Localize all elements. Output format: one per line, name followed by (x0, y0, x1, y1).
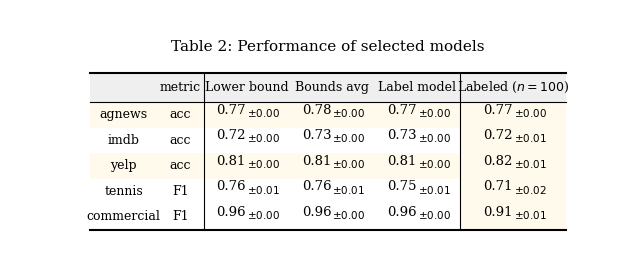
Text: $\pm0.00$: $\pm0.00$ (247, 209, 280, 221)
Text: $\pm0.00$: $\pm0.00$ (247, 132, 280, 144)
Text: $\pm0.01$: $\pm0.01$ (247, 183, 280, 196)
Text: agnews: agnews (99, 108, 148, 121)
Text: Labeled ($n = 100$): Labeled ($n = 100$) (457, 80, 569, 95)
Text: 0.78: 0.78 (302, 104, 332, 117)
Text: tennis: tennis (104, 185, 143, 198)
Text: $\pm0.01$: $\pm0.01$ (513, 158, 547, 170)
Text: Bounds avg: Bounds avg (295, 81, 369, 94)
Text: commercial: commercial (86, 210, 161, 223)
Text: 0.73: 0.73 (302, 129, 332, 142)
Text: $\pm0.00$: $\pm0.00$ (247, 158, 280, 170)
Text: 0.77: 0.77 (387, 104, 417, 117)
Text: 0.71: 0.71 (483, 180, 513, 193)
Bar (90, 102, 566, 128)
Text: $\pm0.00$: $\pm0.00$ (418, 209, 451, 221)
Text: yelp: yelp (110, 160, 137, 173)
Text: Table 2: Performance of selected models: Table 2: Performance of selected models (172, 40, 484, 54)
Bar (90, 153, 566, 179)
Text: $\pm0.01$: $\pm0.01$ (513, 209, 547, 221)
Text: $\pm0.00$: $\pm0.00$ (332, 209, 365, 221)
Text: acc: acc (170, 134, 191, 147)
Text: 0.96: 0.96 (216, 206, 246, 219)
Text: $\pm0.00$: $\pm0.00$ (418, 107, 451, 119)
Text: 0.72: 0.72 (483, 129, 513, 142)
Text: $\pm0.00$: $\pm0.00$ (332, 132, 365, 144)
Bar (460, 128, 566, 153)
Bar (460, 179, 566, 204)
Text: 0.72: 0.72 (216, 129, 246, 142)
Text: imdb: imdb (108, 134, 140, 147)
Bar (90, 73, 566, 102)
Text: F1: F1 (172, 185, 189, 198)
Text: $\pm0.02$: $\pm0.02$ (513, 183, 547, 196)
Text: $\pm0.01$: $\pm0.01$ (418, 183, 451, 196)
Text: $\pm0.00$: $\pm0.00$ (247, 107, 280, 119)
Text: 0.76: 0.76 (302, 180, 332, 193)
Text: acc: acc (170, 108, 191, 121)
Text: $\pm0.00$: $\pm0.00$ (513, 107, 547, 119)
Text: metric: metric (160, 81, 201, 94)
Text: 0.76: 0.76 (216, 180, 246, 193)
Text: 0.77: 0.77 (216, 104, 246, 117)
Text: $\pm0.00$: $\pm0.00$ (418, 158, 451, 170)
Text: 0.75: 0.75 (387, 180, 417, 193)
Text: 0.81: 0.81 (216, 155, 246, 168)
Text: 0.96: 0.96 (302, 206, 332, 219)
Text: 0.77: 0.77 (483, 104, 513, 117)
Text: 0.82: 0.82 (483, 155, 513, 168)
Text: 0.73: 0.73 (387, 129, 417, 142)
Text: 0.96: 0.96 (387, 206, 417, 219)
Text: F1: F1 (172, 210, 189, 223)
Text: 0.91: 0.91 (483, 206, 513, 219)
Text: $\pm0.00$: $\pm0.00$ (418, 132, 451, 144)
Text: $\pm0.01$: $\pm0.01$ (513, 132, 547, 144)
Text: $\pm0.01$: $\pm0.01$ (332, 183, 365, 196)
Text: 0.81: 0.81 (302, 155, 332, 168)
Text: Lower bound: Lower bound (205, 81, 288, 94)
Text: 0.81: 0.81 (387, 155, 417, 168)
Text: $\pm0.00$: $\pm0.00$ (332, 158, 365, 170)
Text: acc: acc (170, 160, 191, 173)
Text: $\pm0.00$: $\pm0.00$ (332, 107, 365, 119)
Bar (460, 204, 566, 230)
Text: Label model: Label model (378, 81, 456, 94)
